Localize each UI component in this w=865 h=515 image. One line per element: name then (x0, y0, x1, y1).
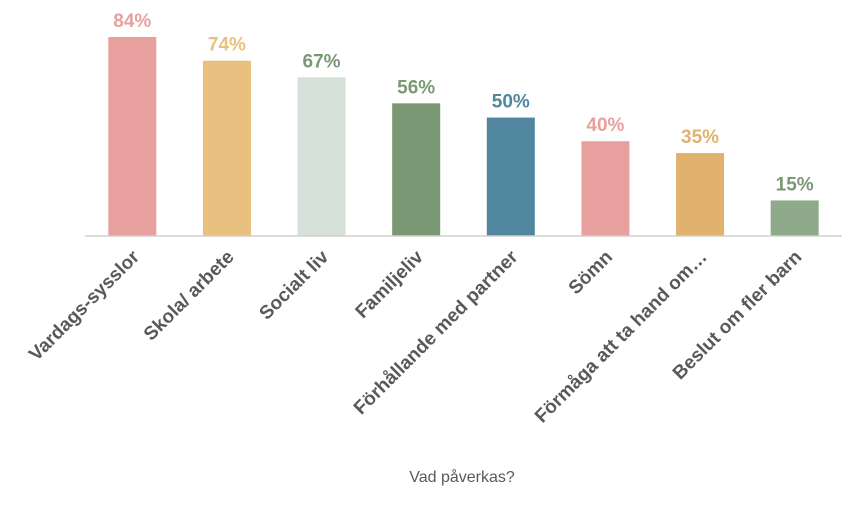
value-label: 74% (208, 35, 246, 56)
bar (676, 153, 725, 236)
value-label: 35% (681, 127, 719, 148)
x-axis-title: Vad påverkas? (409, 468, 515, 486)
value-label: 40% (586, 115, 624, 136)
bar (392, 103, 441, 236)
value-label: 56% (397, 77, 435, 98)
value-label: 67% (303, 51, 341, 72)
bar (297, 77, 346, 237)
value-label: 84% (113, 11, 151, 32)
value-label: 50% (492, 92, 530, 113)
bar (108, 37, 157, 236)
bar (202, 60, 251, 236)
bar (486, 117, 535, 236)
value-label: 15% (776, 174, 814, 195)
bar (581, 141, 630, 236)
bar (770, 200, 819, 236)
